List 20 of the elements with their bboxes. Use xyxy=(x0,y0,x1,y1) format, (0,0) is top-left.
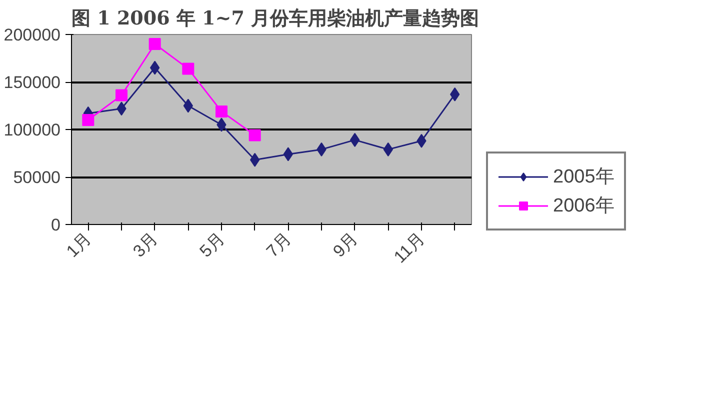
point xyxy=(116,89,128,102)
point xyxy=(148,38,161,50)
y-tick-label: 200000 xyxy=(4,26,61,44)
legend-label: 2005年 xyxy=(553,166,614,190)
x-tick-label: 9月 xyxy=(329,228,362,261)
y-tick-label: 50000 xyxy=(13,168,61,187)
point xyxy=(216,105,228,118)
x-tick-label: 5月 xyxy=(196,228,228,261)
x-tick-label: 11月 xyxy=(390,228,428,267)
point xyxy=(82,114,94,126)
y-tick-label: 100000 xyxy=(4,120,61,140)
point xyxy=(182,62,194,75)
x-tick-label: 7月 xyxy=(262,228,295,261)
y-tick-label: 150000 xyxy=(4,73,61,92)
x-tick-label: 1月 xyxy=(62,228,95,261)
legend-label: 2006年 xyxy=(553,194,614,218)
chart-title: 图 1 2006 年 1~7 月份车用柴油机产量趋势图 xyxy=(72,8,480,30)
point xyxy=(248,129,261,142)
y-tick-label: 0 xyxy=(51,216,61,234)
x-tick-label: 3月 xyxy=(129,228,162,261)
